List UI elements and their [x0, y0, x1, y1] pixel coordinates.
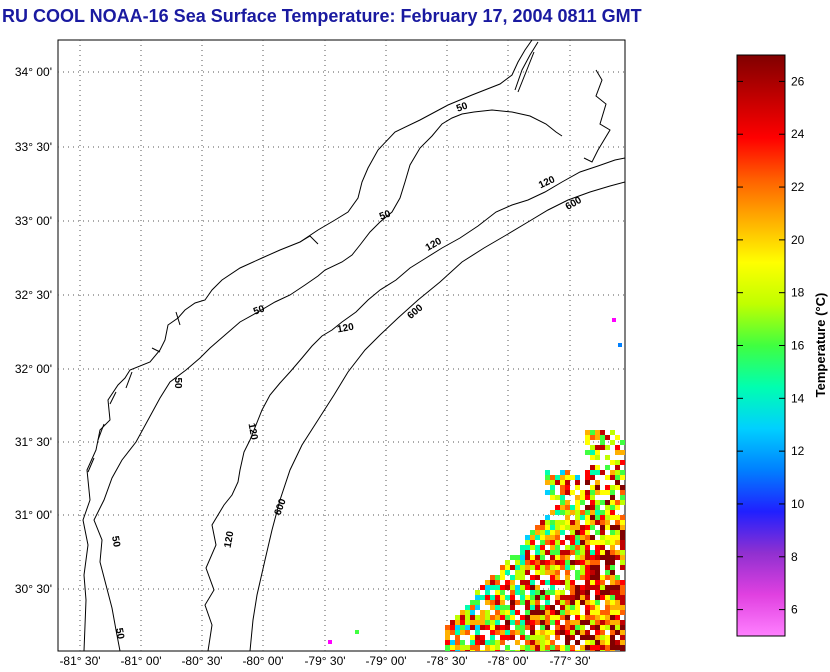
lon-tick-label: -79° 00' — [365, 654, 406, 668]
isobath-label: 120 — [336, 322, 355, 336]
colorbar-tick-label: 22 — [791, 180, 805, 194]
isobath-label: 120 — [223, 530, 237, 549]
colorbar-label: Temperature (°C) — [813, 293, 828, 398]
isobath-label: 50 — [378, 208, 393, 222]
lat-tick-label: 31° 00' — [15, 508, 52, 522]
isobath-label: 120 — [246, 422, 260, 441]
lon-tick-label: -78° 30' — [426, 654, 467, 668]
lon-tick-label: -77° 30' — [549, 654, 590, 668]
colorbar-ticks: 26 24 22 20 18 16 14 12 10 8 6 — [737, 74, 805, 617]
isobath-label: 50 — [172, 377, 183, 389]
lat-tick-label: 33° 00' — [15, 214, 52, 228]
colorbar-tick-label: 6 — [791, 603, 798, 617]
colorbar-tick-label: 16 — [791, 339, 805, 353]
colorbar-fill — [737, 55, 785, 636]
lon-tick-label: -81° 30' — [59, 654, 100, 668]
lat-tick-label: 31° 30' — [15, 435, 52, 449]
isobath-label: 50 — [252, 303, 267, 317]
lon-tick-label: -79° 30' — [304, 654, 345, 668]
lon-tick-label: -78° 00' — [487, 654, 528, 668]
colorbar-tick-label: 8 — [791, 550, 798, 564]
coastline — [82, 40, 533, 651]
isobath-label: 50 — [109, 535, 122, 548]
colorbar-tick-label: 10 — [791, 497, 805, 511]
map-title: RU COOL NOAA-16 Sea Surface Temperature:… — [2, 6, 642, 26]
colorbar-tick-label: 18 — [791, 286, 805, 300]
colorbar-tick-label: 14 — [791, 391, 805, 405]
colorbar-tick-label: 12 — [791, 444, 805, 458]
lon-tick-label: -80° 00' — [242, 654, 283, 668]
lat-tick-label: 30° 30' — [15, 582, 52, 596]
lat-tick-label: 32° 30' — [15, 288, 52, 302]
isobath-120 — [204, 157, 625, 651]
colorbar-tick-label: 24 — [791, 127, 805, 141]
isobath-600 — [249, 181, 625, 651]
sst-data — [328, 318, 625, 651]
lat-tick-label: 33° 30' — [15, 140, 52, 154]
coastline-islands — [87, 41, 611, 473]
isobath-label: 50 — [455, 100, 470, 114]
lat-tick-label: 32° 00' — [15, 362, 52, 376]
graticule: 34° 00' 33° 30' 33° 00' 32° 30' 32° 00' 31° 3… — [15, 40, 625, 668]
isobath-label: 50 — [113, 627, 126, 640]
lon-tick-label: -80° 30' — [181, 654, 222, 668]
isobath-50 — [93, 109, 563, 651]
lon-tick-label: -81° 00' — [120, 654, 161, 668]
lat-tick-label: 34° 00' — [15, 65, 52, 79]
colorbar-tick-label: 26 — [791, 74, 805, 88]
colorbar-tick-label: 20 — [791, 233, 805, 247]
